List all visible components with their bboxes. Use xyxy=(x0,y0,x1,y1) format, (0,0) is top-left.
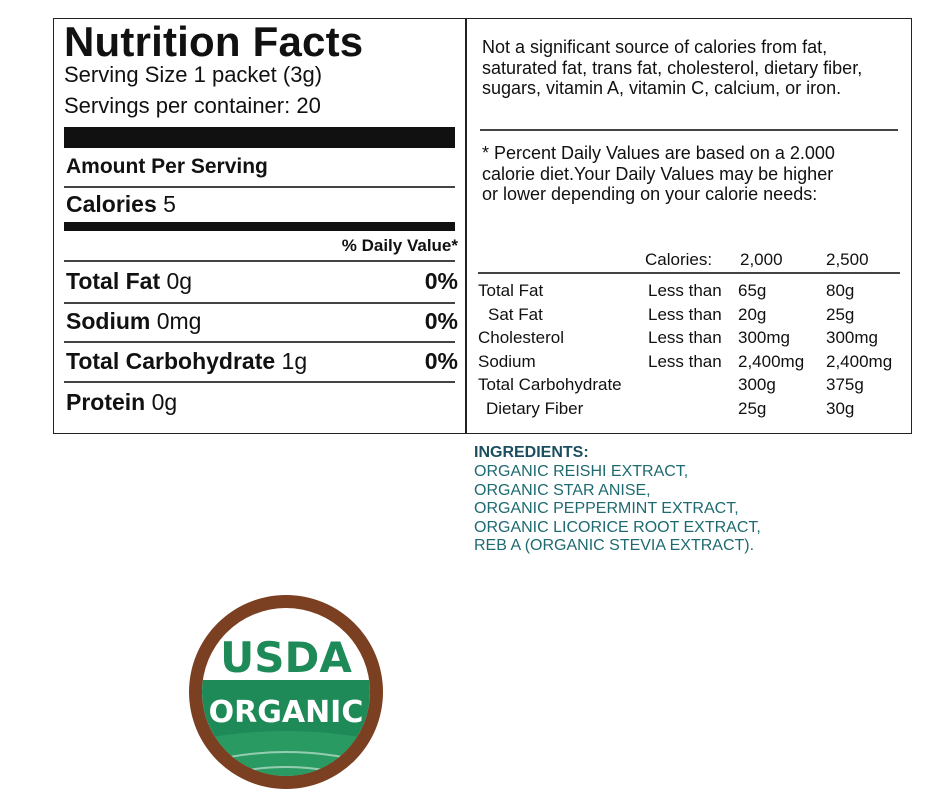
servings: Servings per container: 20 xyxy=(64,93,321,118)
table-cell: Cholesterol xyxy=(478,328,564,347)
rule xyxy=(64,341,455,343)
nutrient-label: Sodium xyxy=(66,308,151,334)
nutrient-dv: 0% xyxy=(424,268,458,294)
nutrient-label: Protein xyxy=(66,389,146,415)
table-cell: Less than xyxy=(648,281,722,300)
ingredients-title: INGREDIENTS: xyxy=(474,444,589,461)
rule xyxy=(478,272,900,274)
ingredient-line: ORGANIC STAR ANISE, xyxy=(474,481,651,499)
rule xyxy=(480,129,898,131)
table-cell: 300g xyxy=(738,375,776,394)
seal-bottom: ORGANIC xyxy=(209,695,364,730)
nutrient-label: Total Fat xyxy=(66,268,161,294)
medium-rule xyxy=(64,222,455,231)
table-cell: Total Carbohydrate xyxy=(478,375,622,394)
daily-value-header: % Daily Value* xyxy=(341,236,458,255)
nutrient-amount: 0g xyxy=(151,389,178,415)
seal-field xyxy=(202,731,370,776)
seal-top: USDA xyxy=(220,633,352,682)
table-header: 2,500 xyxy=(826,250,869,269)
table-cell: Sat Fat xyxy=(488,304,543,324)
divider xyxy=(465,18,467,434)
ingredient-line: ORGANIC LICORICE ROOT EXTRACT, xyxy=(474,518,761,536)
rule xyxy=(64,260,455,262)
table-cell: 300mg xyxy=(738,328,790,347)
table-cell: 2,400mg xyxy=(826,351,893,371)
calories-label: Calories xyxy=(66,191,157,217)
table-header: 2,000 xyxy=(740,250,783,269)
nutrient-dv: 0% xyxy=(424,308,458,334)
table-cell: 25g xyxy=(738,398,767,418)
nutrient-dv: 0% xyxy=(424,348,458,374)
nutrient-amount: 0mg xyxy=(156,308,202,334)
table-cell: Less than xyxy=(648,304,722,324)
nutrient-row: Total Fat 0g 0% xyxy=(66,268,458,295)
nutrient-amount: 1g xyxy=(281,348,308,374)
usda-seal: USDA ORGANIC xyxy=(189,595,383,789)
rule xyxy=(64,186,455,188)
table-cell: 65g xyxy=(738,281,767,300)
ingredient-line: REB A (ORGANIC STEVIA EXTRACT). xyxy=(474,537,755,554)
table-cell: Sodium xyxy=(478,351,536,371)
calories-value: 5 xyxy=(163,191,176,217)
calories: Calories 5 xyxy=(66,191,176,218)
amount-per-serving: Amount Per Serving xyxy=(66,155,268,178)
table-cell: 80g xyxy=(826,281,855,300)
table-cell: 300mg xyxy=(826,328,878,347)
table-cell: Dietary Fiber xyxy=(486,398,584,418)
serving-size: Serving Size 1 packet (3g) xyxy=(64,62,323,87)
footnote: * Percent Daily Values are based on a 2.… xyxy=(482,143,835,204)
table-cell: Less than xyxy=(648,351,722,371)
table-header: Calories: xyxy=(645,250,713,269)
rule xyxy=(64,381,455,383)
table-cell: 20g xyxy=(738,304,767,324)
table-cell: 30g xyxy=(826,398,855,418)
title: Nutrition Facts xyxy=(64,18,364,65)
nutrient-row: Total Carbohydrate 1g 0% xyxy=(66,348,458,375)
table-cell: Less than xyxy=(648,328,722,347)
nutrient-amount: 0g xyxy=(166,268,193,294)
label-frame xyxy=(53,18,912,434)
rule xyxy=(64,302,455,304)
table-cell: 25g xyxy=(826,304,855,324)
table-cell: Total Fat xyxy=(478,281,544,300)
nutrient-label: Total Carbohydrate xyxy=(66,348,276,374)
ingredient-line: ORGANIC PEPPERMINT EXTRACT, xyxy=(474,500,739,517)
nutrient-row: Sodium 0mg 0% xyxy=(66,308,458,335)
table-cell: 375g xyxy=(826,375,864,394)
nutrient-row: Protein 0g xyxy=(66,389,458,416)
ingredient-line: ORGANIC REISHI EXTRACT, xyxy=(474,463,689,480)
not-significant-note: Not a significant source of calories fro… xyxy=(482,37,863,98)
thick-rule xyxy=(64,127,455,148)
table-cell: 2,400mg xyxy=(738,351,805,371)
